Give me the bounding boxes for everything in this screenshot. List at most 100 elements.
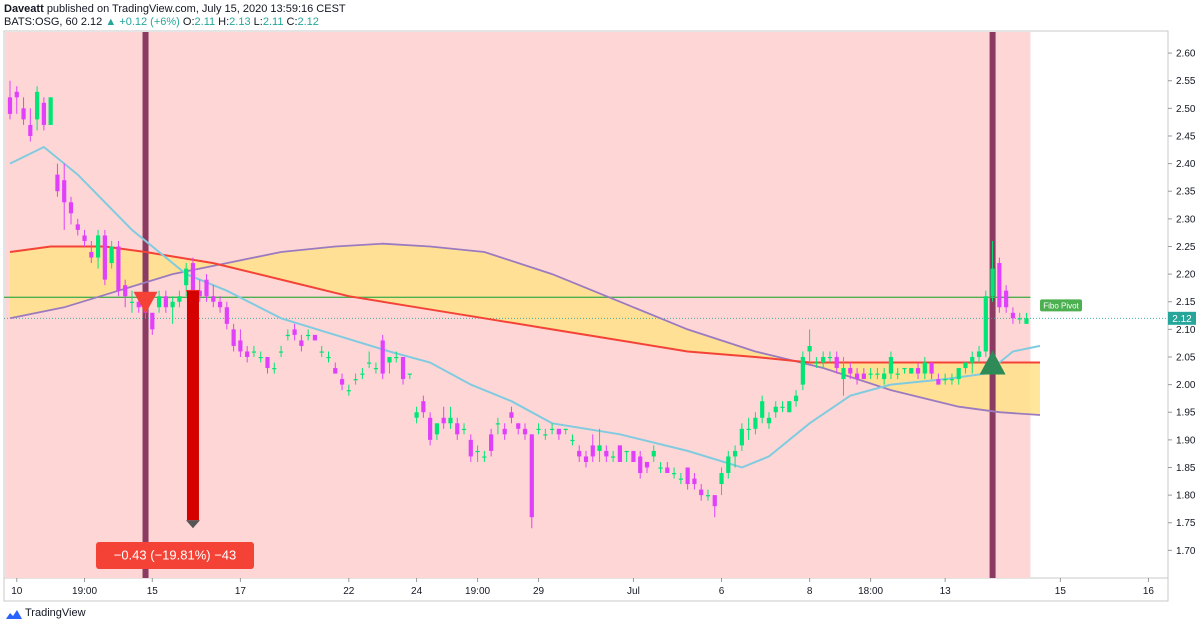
- candle-body: [875, 373, 880, 375]
- candle-body: [590, 445, 595, 457]
- y-tick-label: 1.95: [1176, 408, 1196, 419]
- current-price-badge: 2.12: [1168, 311, 1196, 325]
- y-tick-label: 2.20: [1176, 270, 1196, 281]
- candle-body: [68, 202, 74, 214]
- x-axis[interactable]: 10 19:00 15 17 22 24 19:00 29 Jul 6 8 18:00 13 15 16: [11, 578, 1154, 597]
- candle-body: [502, 428, 507, 435]
- candle-body: [563, 428, 568, 431]
- y-axis[interactable]: 2.60 2.55 2.50 2.45 2.40 2.35 2.30 2.25 2.20 2.15…: [1168, 49, 1196, 557]
- candle-body: [360, 373, 365, 375]
- candle-body: [428, 417, 433, 440]
- y-tick-label: 1.75: [1176, 518, 1196, 529]
- up-arrow-icon: ▲: [105, 16, 117, 28]
- x-tick-label: 15: [1055, 586, 1067, 597]
- candle-body: [35, 91, 40, 120]
- x-tick-label: 15: [147, 586, 159, 597]
- candle-body: [936, 379, 941, 385]
- candle-body: [75, 224, 80, 230]
- moving-averages: [9, 145, 1041, 469]
- candle-body: [468, 439, 473, 457]
- measure-tool[interactable]: [185, 289, 200, 529]
- y-tick-label: 2.25: [1176, 242, 1196, 253]
- candle-body: [224, 307, 229, 324]
- candle-body: [292, 329, 297, 335]
- candle-body: [245, 351, 250, 357]
- candle-body: [367, 362, 372, 364]
- y-tick-label: 2.05: [1176, 352, 1196, 363]
- brand-name[interactable]: TradingView: [25, 607, 86, 619]
- candle-body: [976, 351, 982, 357]
- candle-body: [678, 478, 683, 480]
- candle-body: [109, 246, 114, 264]
- candle-body: [394, 356, 399, 359]
- candle-body: [800, 356, 805, 385]
- pivot-line: [4, 296, 1168, 319]
- change-value: +0.12 (+6%): [119, 16, 180, 28]
- x-tick-label: 10: [11, 586, 23, 597]
- candle-body: [211, 296, 216, 302]
- candle-body: [82, 235, 87, 241]
- candle-body: [380, 340, 385, 374]
- high-label: H:: [218, 16, 230, 28]
- measure-label-bg: [96, 542, 254, 569]
- candle-body: [780, 406, 785, 408]
- candle-body: [915, 368, 921, 374]
- candle-body: [258, 356, 263, 359]
- candle-body: [319, 351, 324, 353]
- candle-body: [671, 473, 677, 475]
- candle-body: [895, 373, 900, 375]
- author-name[interactable]: Daveatt: [4, 3, 44, 15]
- y-tick-label: 2.00: [1176, 380, 1196, 391]
- candle-body: [312, 334, 318, 341]
- candle-body: [373, 368, 379, 370]
- candle-body: [997, 263, 1002, 308]
- candle-body: [95, 235, 101, 258]
- candle-body: [692, 478, 697, 485]
- candle-body: [251, 351, 257, 353]
- close-value: 2.12: [297, 16, 319, 28]
- candle-body: [441, 417, 446, 424]
- y-tick-label: 2.60: [1176, 49, 1196, 60]
- candle-body: [529, 434, 534, 518]
- candle-body: [326, 356, 331, 359]
- price-chart[interactable]: Fibo Pivot 2.602.552.502.452.402.352.302…: [0, 0, 1200, 604]
- candle-body: [278, 351, 284, 353]
- candle-body: [156, 296, 162, 308]
- measure-label: −0.43 (−19.81%) −43: [96, 542, 254, 569]
- candle-body: [773, 406, 778, 413]
- candle-body: [407, 373, 412, 375]
- candle-body: [1004, 290, 1009, 308]
- y-tick-label: 2.55: [1176, 76, 1196, 87]
- candle-body: [732, 450, 738, 457]
- publish-info: published on TradingView.com, July 15, 2…: [46, 3, 346, 15]
- candle-body: [583, 456, 589, 462]
- x-tick-label: 29: [533, 586, 545, 597]
- candle-body: [624, 450, 629, 453]
- x-tick-label: 17: [235, 586, 247, 597]
- y-tick-label: 2.40: [1176, 159, 1196, 170]
- measure-label-text: −0.43 (−19.81%) −43: [114, 548, 237, 563]
- candle-body: [116, 246, 121, 291]
- candles: [7, 80, 1029, 529]
- candle-body: [136, 301, 141, 308]
- measure-bar[interactable]: [186, 290, 199, 521]
- candle-body: [888, 356, 894, 374]
- signal-markers: [133, 291, 1006, 375]
- candle-body: [48, 97, 53, 125]
- candle-body: [658, 467, 663, 469]
- candle-body: [929, 362, 934, 374]
- candle-body: [1010, 312, 1016, 319]
- candle-body: [990, 268, 995, 297]
- current-price-text: 2.12: [1172, 314, 1192, 325]
- candle-body: [461, 428, 467, 431]
- candle-body: [190, 263, 196, 291]
- x-tick-label: Jul: [627, 586, 640, 597]
- candle-body: [848, 368, 853, 374]
- candle-body: [963, 362, 968, 369]
- candle-body: [943, 379, 948, 381]
- tradingview-logo-icon[interactable]: [6, 608, 22, 620]
- candle-body: [902, 368, 907, 370]
- candle-body: [861, 373, 866, 380]
- candle-body: [604, 450, 609, 457]
- x-tick-label: 8: [807, 586, 813, 597]
